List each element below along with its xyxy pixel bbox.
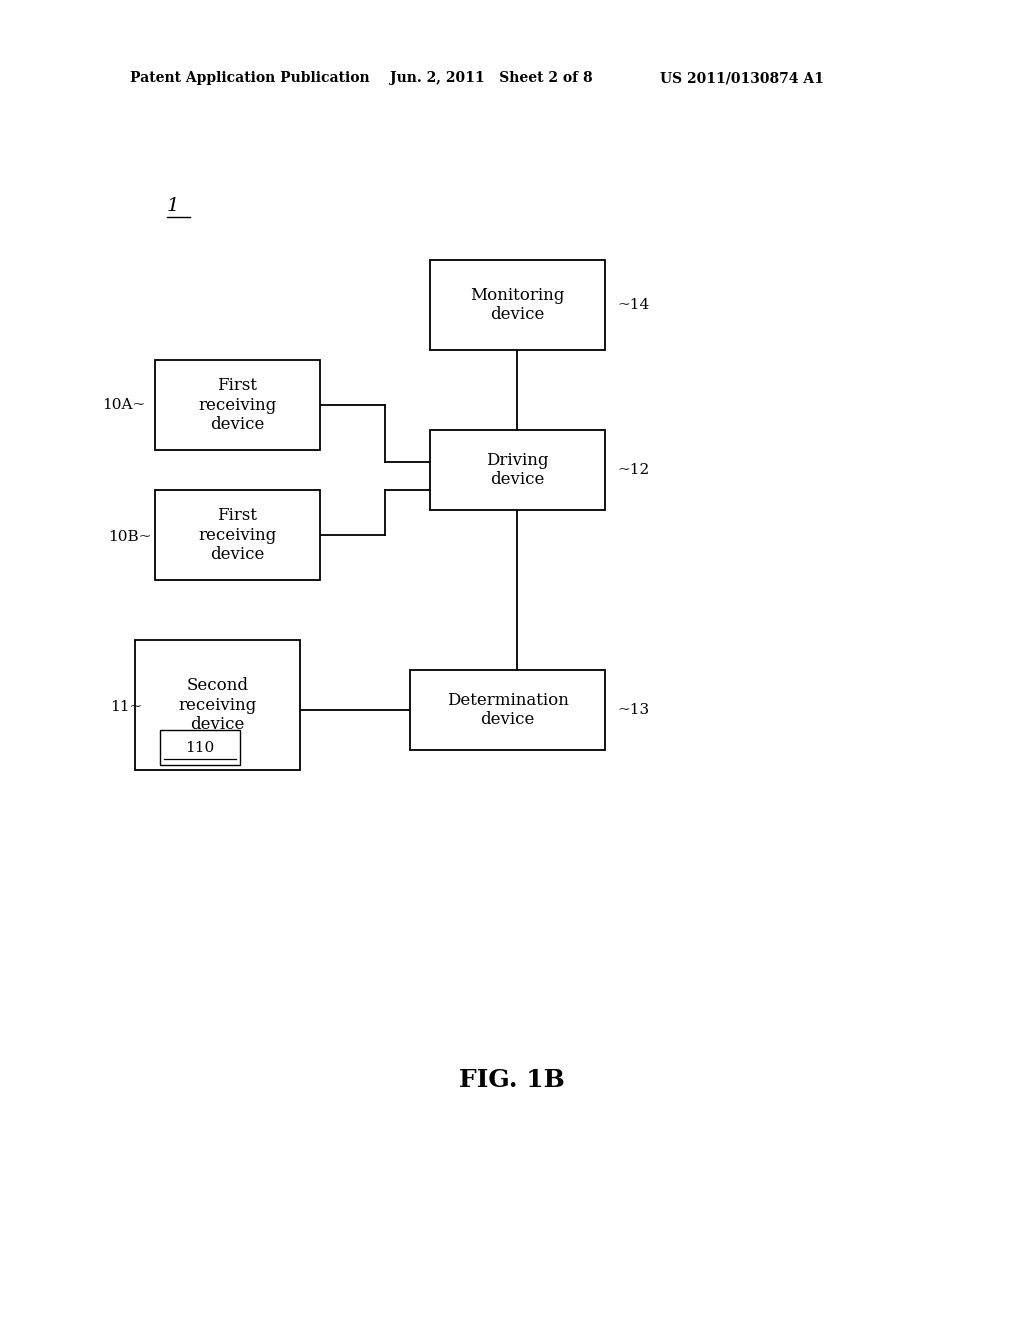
Bar: [155, 490, 319, 579]
Bar: [410, 671, 605, 750]
Bar: [160, 730, 240, 766]
Text: Jun. 2, 2011   Sheet 2 of 8: Jun. 2, 2011 Sheet 2 of 8: [390, 71, 593, 84]
Text: Monitoring
device: Monitoring device: [470, 286, 564, 323]
Bar: [135, 640, 300, 770]
Text: Second
receiving
device: Second receiving device: [178, 677, 257, 733]
Bar: [430, 260, 605, 350]
Text: 110: 110: [185, 741, 215, 755]
Text: US 2011/0130874 A1: US 2011/0130874 A1: [660, 71, 824, 84]
Text: 10B~: 10B~: [108, 531, 152, 544]
Bar: [155, 360, 319, 450]
Text: First
receiving
device: First receiving device: [199, 507, 276, 564]
Text: ~12: ~12: [617, 463, 649, 477]
Text: Driving
device: Driving device: [486, 451, 549, 488]
Text: 10A~: 10A~: [102, 399, 145, 412]
Text: Patent Application Publication: Patent Application Publication: [130, 71, 370, 84]
Text: First
receiving
device: First receiving device: [199, 378, 276, 433]
Text: 11~: 11~: [110, 700, 142, 714]
Text: Determination
device: Determination device: [446, 692, 568, 729]
Text: 1: 1: [167, 197, 179, 215]
Text: ~14: ~14: [617, 298, 649, 312]
Bar: [430, 430, 605, 510]
Text: ~13: ~13: [617, 704, 649, 717]
Text: FIG. 1B: FIG. 1B: [459, 1068, 565, 1092]
